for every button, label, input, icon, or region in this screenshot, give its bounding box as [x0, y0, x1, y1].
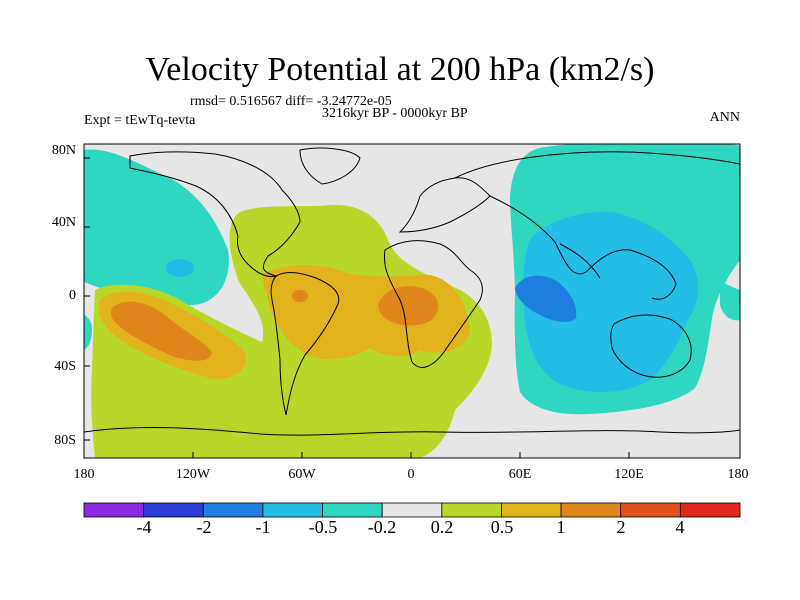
colorbar	[83, 502, 741, 518]
colorbar-box	[83, 502, 145, 518]
coast-europe	[398, 177, 491, 233]
x-tick-label: 120W	[175, 467, 211, 482]
colorbar-box	[381, 502, 443, 518]
y-tick-label: 80N	[51, 143, 76, 158]
x-tick-label: 180	[73, 467, 95, 482]
y-tick-label: 40N	[51, 215, 76, 230]
coast-antarctica	[84, 427, 740, 436]
colorbar-box	[679, 502, 741, 518]
map-title: Velocity Potential at 200 hPa (km2/s)	[145, 51, 655, 88]
x-tick-label: 60E	[508, 467, 532, 482]
y-tick-label: 80S	[54, 433, 76, 448]
field-blue-indian	[515, 275, 577, 322]
colorbar-label: -0.5	[308, 517, 338, 537]
colorbar-box	[202, 502, 264, 518]
coast-north-america	[129, 151, 301, 277]
coastlines	[84, 147, 740, 436]
field-orange-atlantic	[378, 286, 439, 326]
coast-africa	[383, 240, 483, 368]
colorbar-label: 0.2	[430, 517, 454, 537]
experiment-label: Expt = tEwTq-tevta	[84, 113, 196, 128]
field-sky-indian	[523, 211, 699, 392]
colorbar-box	[501, 502, 562, 518]
contour-field	[84, 144, 740, 458]
stats-line: rmsd= 0.516567 diff= -3.24772e-05	[190, 94, 392, 109]
period-label: 3216kyr BP - 0000kyr BP	[322, 106, 468, 121]
colorbar-label: -4	[136, 517, 152, 537]
field-orange-amazon	[292, 290, 308, 302]
x-tick-label: 60W	[288, 467, 316, 482]
x-tick-label: 120E	[614, 467, 644, 482]
colorbar-label: 2	[616, 517, 626, 537]
field-cyan-dateline	[720, 280, 740, 321]
colorbar-label: 0.5	[490, 517, 514, 537]
coast-greenland	[299, 147, 361, 185]
coast-south-america	[270, 271, 340, 416]
colorbar-box	[620, 502, 681, 518]
colorbar-box	[560, 502, 622, 518]
colorbar-label: 1	[556, 517, 566, 537]
axis-ticks	[84, 157, 630, 458]
colorbar-box	[143, 502, 204, 518]
field-sky-west	[166, 259, 194, 277]
colorbar-box	[262, 502, 323, 518]
field-cyan-edge	[84, 315, 92, 350]
x-tick-label: 0	[407, 467, 415, 482]
y-tick-label: 0	[69, 288, 76, 303]
colorbar-box	[441, 502, 502, 518]
colorbar-label: -1	[255, 517, 271, 537]
colorbar-label: -2	[196, 517, 212, 537]
coast-asia	[454, 151, 740, 300]
coast-australia	[610, 314, 692, 378]
y-tick-label: 40S	[54, 359, 76, 374]
map-frame	[83, 143, 741, 459]
x-tick-label: 180	[727, 467, 749, 482]
colorbar-box	[322, 502, 383, 518]
season-label: ANN	[709, 110, 740, 125]
colorbar-label: 4	[675, 517, 685, 537]
colorbar-label: -0.2	[367, 517, 397, 537]
field-orange-pacific	[110, 301, 212, 361]
